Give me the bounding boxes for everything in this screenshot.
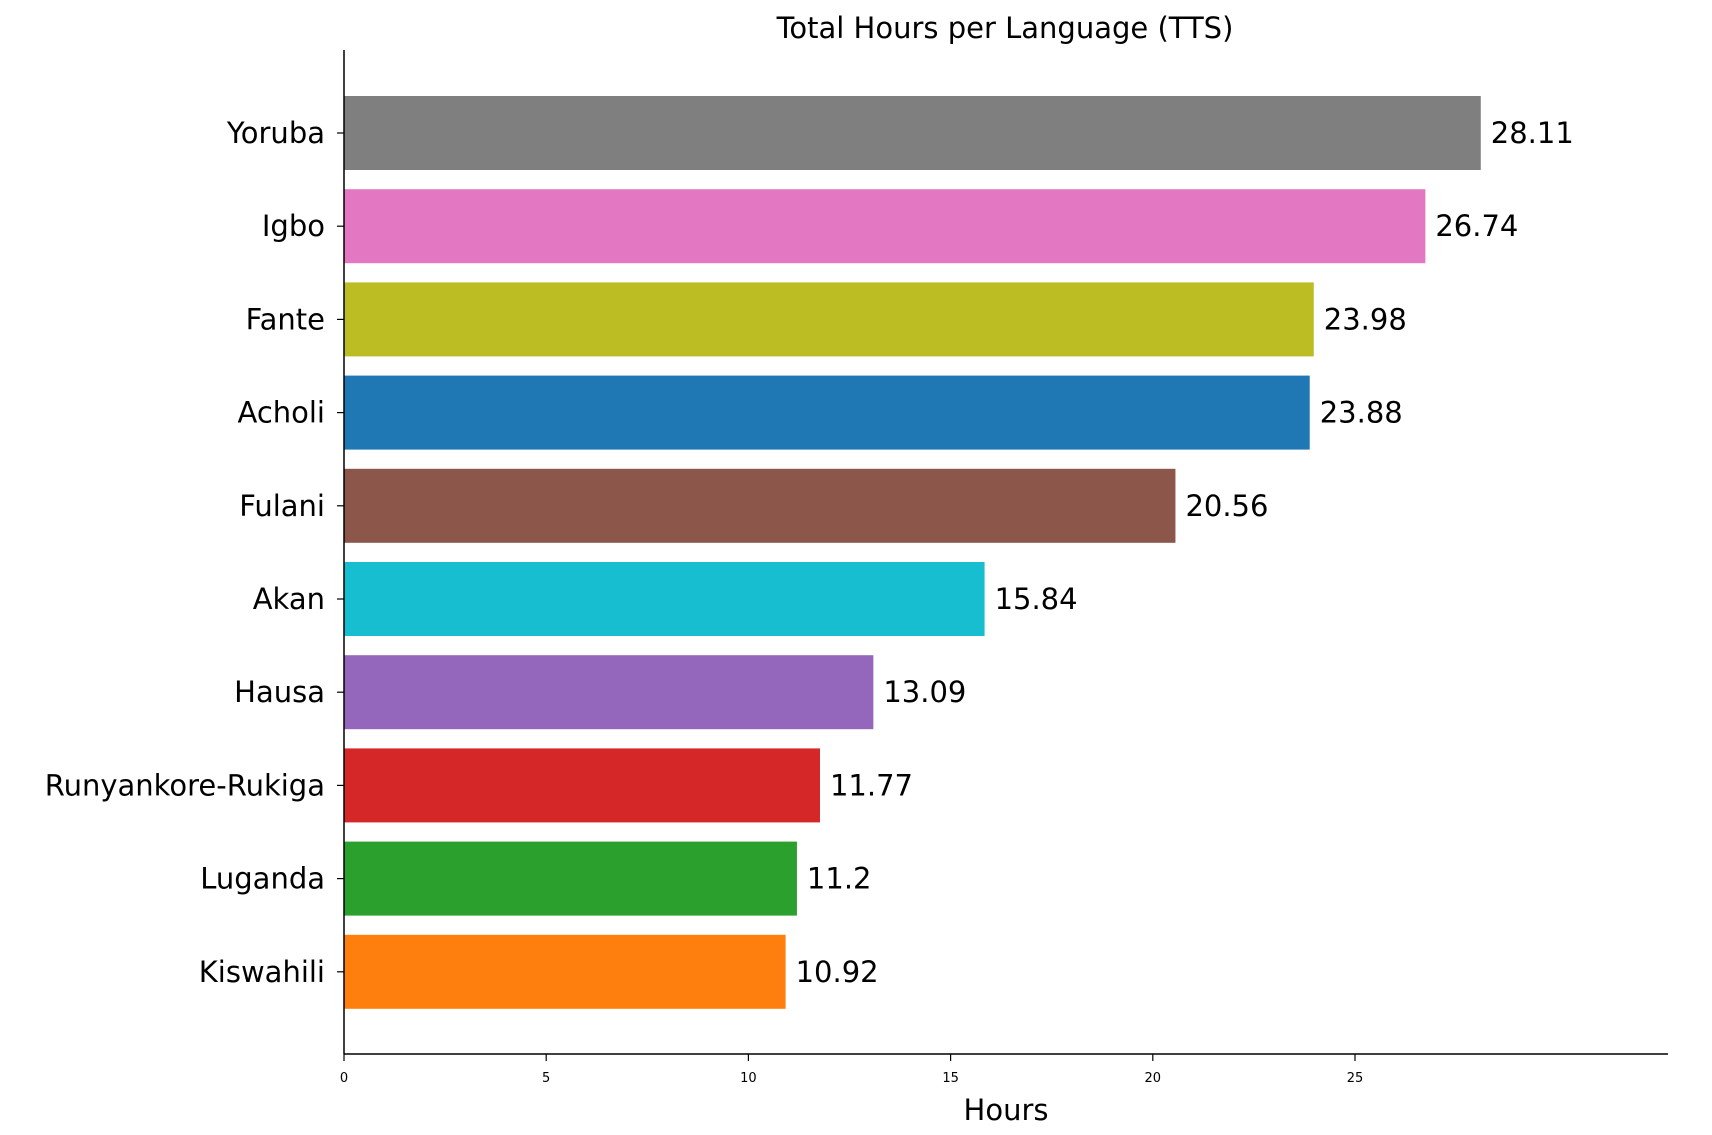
bar-kiswahili — [344, 934, 786, 1009]
value-label-fante: 23.98 — [1324, 302, 1407, 336]
value-label-yoruba: 28.11 — [1491, 116, 1574, 150]
x-tick-label: 20 — [1145, 1071, 1162, 1086]
value-label-hausa: 13.09 — [883, 675, 966, 709]
value-label-kiswahili: 10.92 — [796, 955, 879, 989]
x-tick-label: 0 — [340, 1071, 348, 1086]
value-label-runyankore-rukiga: 11.77 — [830, 768, 913, 802]
bar-fulani — [344, 468, 1176, 543]
chart-title: Total Hours per Language (TTS) — [776, 11, 1234, 45]
bar-akan — [344, 562, 985, 636]
category-label-akan: Akan — [253, 582, 325, 616]
category-label-hausa: Hausa — [234, 675, 325, 709]
bars-layer — [344, 96, 1481, 1009]
x-tick-label: 15 — [942, 1071, 959, 1086]
category-labels: Yoruba Igbo Fante Acholi Fulani Akan Hausa Runy… — [45, 116, 344, 989]
category-label-runyankore-rukiga: Runyankore-Rukiga — [45, 768, 325, 802]
value-label-igbo: 26.74 — [1435, 209, 1518, 243]
value-label-luganda: 11.2 — [807, 862, 872, 896]
bar-hausa — [344, 655, 874, 730]
category-label-igbo: Igbo — [262, 209, 325, 243]
x-axis-ticks: 0 5 10 15 20 25 — [340, 1054, 1363, 1086]
bar-igbo — [344, 189, 1426, 264]
bar-fante — [344, 282, 1314, 357]
bar-luganda — [344, 841, 797, 916]
category-label-yoruba: Yoruba — [226, 116, 325, 150]
x-tick-label: 25 — [1347, 1071, 1364, 1086]
category-label-kiswahili: Kiswahili — [199, 955, 325, 989]
x-tick-label: 10 — [740, 1071, 757, 1086]
bar-runyankore-rukiga — [344, 748, 820, 823]
bar-acholi — [344, 375, 1310, 450]
category-label-acholi: Acholi — [237, 396, 325, 430]
category-label-luganda: Luganda — [200, 862, 325, 896]
value-label-akan: 15.84 — [995, 582, 1078, 616]
x-axis-title: Hours — [964, 1093, 1049, 1127]
value-label-fulani: 20.56 — [1185, 489, 1268, 523]
category-label-fulani: Fulani — [239, 489, 325, 523]
value-label-acholi: 23.88 — [1320, 396, 1403, 430]
x-tick-label: 5 — [542, 1071, 550, 1086]
bar-yoruba — [344, 96, 1481, 170]
value-labels: 28.11 26.74 23.98 23.88 20.56 15.84 13.09 11.77… — [796, 116, 1574, 989]
category-label-fante: Fante — [246, 302, 325, 336]
